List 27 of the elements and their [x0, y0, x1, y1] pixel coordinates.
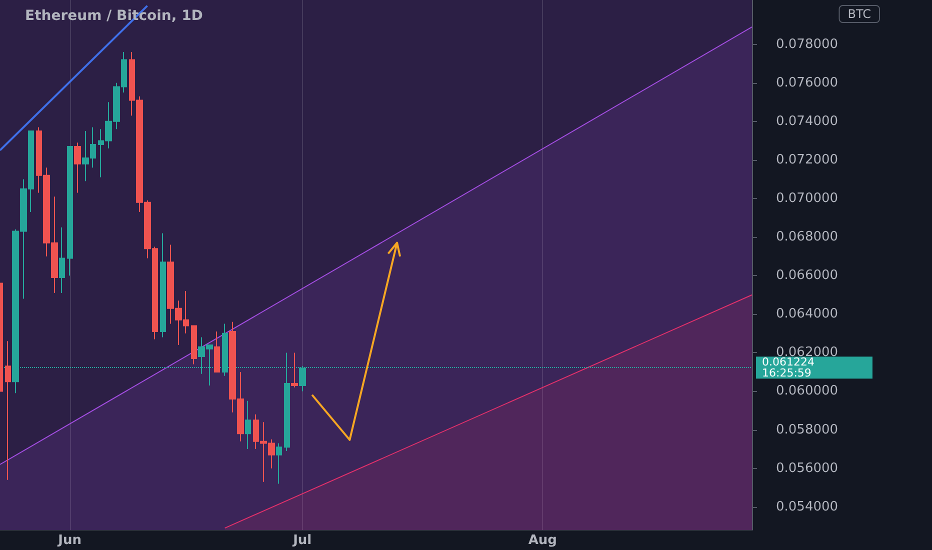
x-tick-label: Jul [292, 533, 312, 548]
candlestick [59, 226, 65, 294]
candlestick [245, 400, 251, 450]
candlestick [74, 142, 81, 194]
text: BTC [848, 7, 872, 21]
y-tick-label: 0.060000 [776, 384, 838, 399]
y-tick-label: 0.056000 [776, 460, 838, 476]
y-tick-label: 0.072000 [776, 152, 838, 168]
y-tick-label: 0.064000 [776, 306, 838, 322]
y-tick-label: 0.058000 [776, 422, 838, 438]
y-tick-label: 0.070000 [776, 191, 838, 206]
candlestick [214, 330, 220, 372]
candlestick [67, 146, 73, 276]
y-tick-label: 0.074000 [776, 114, 838, 129]
candlestick [5, 340, 11, 480]
y-tick-label: 0.054000 [776, 499, 838, 514]
candlestick [160, 232, 166, 338]
y-tick-label: 0.068000 [776, 230, 838, 245]
y-tick-label: 0.066000 [776, 268, 838, 284]
x-tick-label: Jun [57, 533, 82, 548]
candlestick [276, 442, 282, 484]
x-tick-label: Aug [528, 533, 557, 548]
candlestick [291, 352, 298, 388]
y-tick-label: 0.078000 [776, 36, 838, 52]
text: 16:25:59 [762, 366, 812, 380]
candlestick [191, 325, 197, 365]
y-tick-label: 0.076000 [776, 75, 838, 90]
